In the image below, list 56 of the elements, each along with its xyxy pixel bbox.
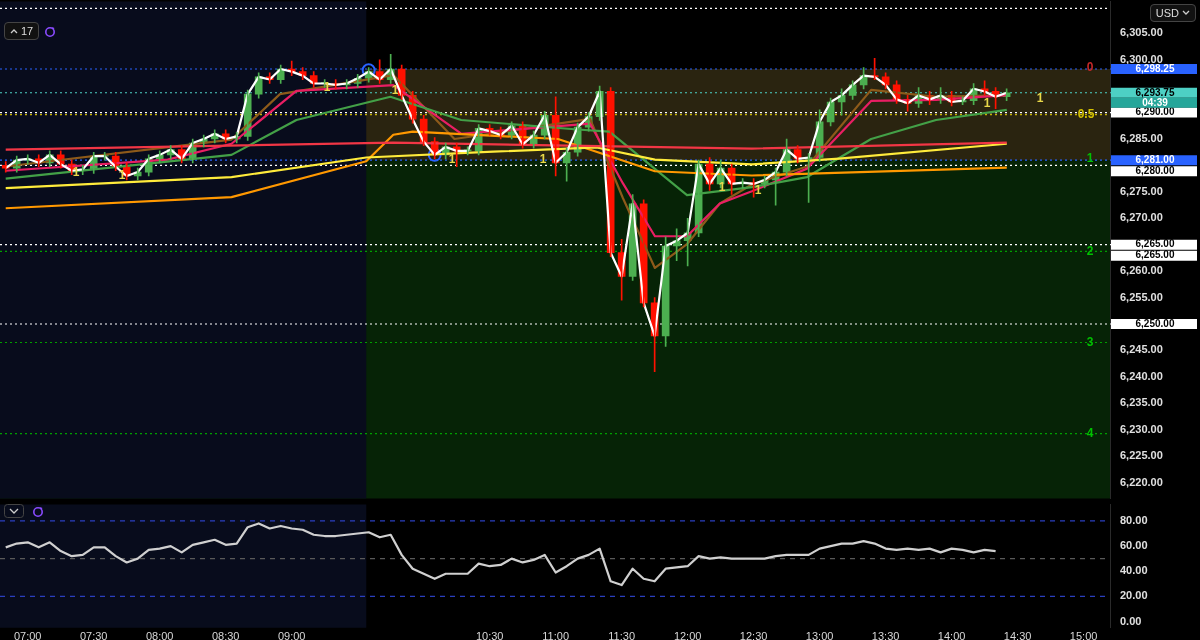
x-tick-label: 14:00 — [937, 630, 966, 640]
annotation: 1 — [1036, 91, 1044, 106]
text: 04:39 — [1142, 96, 1169, 108]
annotation: 4 — [1086, 425, 1094, 440]
y-tick-label: 80.00 — [1120, 513, 1148, 526]
y-tick-label: 6,225.00 — [1120, 449, 1163, 462]
annotation: 2 — [1086, 243, 1094, 258]
x-tick-label: 10:30 — [475, 630, 504, 640]
ref-line-label: 6,250.00 — [1135, 317, 1175, 329]
annotation: 0.5 — [1077, 106, 1095, 121]
annotation: 0 — [1086, 60, 1094, 75]
y-tick-label: 6,300.00 — [1120, 52, 1163, 65]
annotation: 1 — [983, 96, 991, 111]
x-tick-label: 12:30 — [739, 630, 768, 640]
x-tick-label: 11:30 — [608, 630, 636, 640]
x-tick-label: 12:00 — [673, 630, 702, 640]
x-tick-label: 07:30 — [79, 630, 108, 640]
x-tick-label: 13:00 — [805, 630, 834, 640]
y-tick-label: 6,230.00 — [1120, 422, 1163, 435]
x-tick-label: 14:30 — [1003, 630, 1032, 640]
y-tick-label: 0.00 — [1120, 614, 1142, 627]
y-tick-label: 6,275.00 — [1120, 184, 1163, 197]
y-tick-label: 60.00 — [1120, 539, 1148, 552]
ref-line-label: 6,293.75 — [1135, 86, 1175, 98]
text: 6,280.00 — [1135, 164, 1175, 176]
text: 6,265.00 — [1135, 249, 1175, 261]
ref-line-label: 6,290.00 — [1135, 106, 1175, 118]
x-tick-label: 07:00 — [13, 630, 42, 640]
y-tick-label: 6,245.00 — [1120, 343, 1163, 356]
annotation: 1 — [391, 83, 399, 98]
annotation: 3 — [1086, 334, 1094, 349]
y-tick-label: 6,260.00 — [1120, 264, 1163, 277]
x-tick-label: 15:00 — [1069, 630, 1098, 640]
ref-line-label: 6,265.00 — [1135, 238, 1175, 250]
x-tick-label: 08:30 — [211, 630, 240, 640]
y-tick-label: 6,285.00 — [1120, 132, 1163, 145]
annotation: 17 — [21, 25, 34, 37]
y-tick-label: 6,270.00 — [1120, 211, 1163, 224]
annotation: 1 — [539, 152, 547, 167]
text: USD — [1155, 7, 1179, 19]
ref-line-label: 6,281.00 — [1135, 153, 1175, 165]
y-tick-label: 6,305.00 — [1120, 26, 1163, 39]
y-tick-label: 6,240.00 — [1120, 369, 1163, 382]
x-tick-label: 09:00 — [277, 630, 306, 640]
x-tick-label: 08:00 — [145, 630, 174, 640]
ref-line-label: 6,298.25 — [1135, 62, 1175, 74]
y-tick-label: 40.00 — [1120, 564, 1148, 577]
y-tick-label: 6,255.00 — [1120, 290, 1163, 303]
y-tick-label: 6,220.00 — [1120, 475, 1163, 488]
x-tick-label: 13:30 — [871, 630, 900, 640]
annotation: 1 — [1086, 151, 1094, 166]
annotation: 1 — [448, 152, 456, 167]
y-tick-label: 20.00 — [1120, 589, 1148, 602]
y-tick-label: 6,235.00 — [1120, 396, 1163, 409]
x-tick-label: 11:00 — [542, 630, 570, 640]
annotation: 1 — [718, 180, 726, 195]
